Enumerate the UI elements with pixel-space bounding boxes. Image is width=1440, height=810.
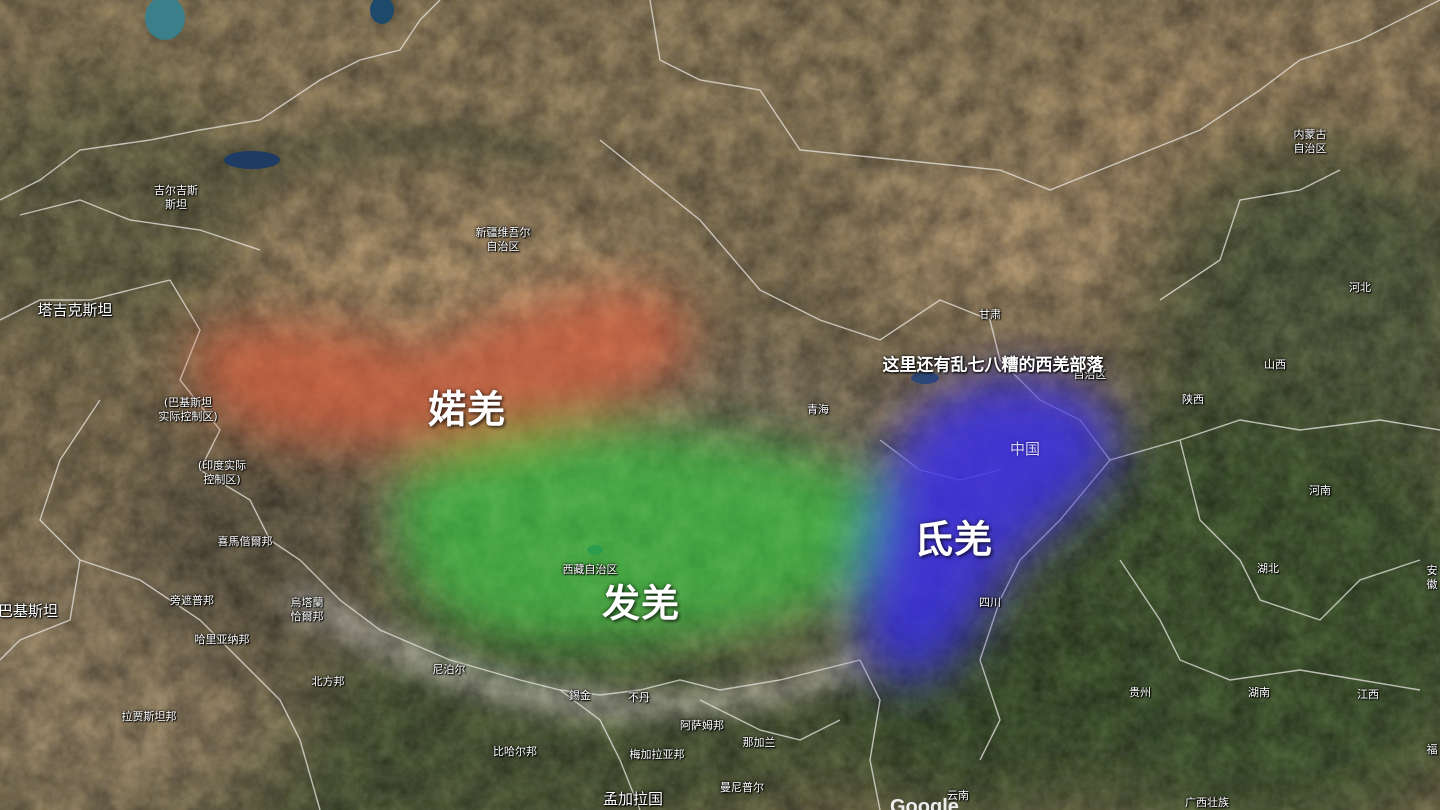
label-uttar-pradesh: 北方邦 <box>311 675 345 688</box>
label-shanxi: 山西 <box>1264 358 1286 371</box>
tribe-label-di-qiang: 氐羌 <box>914 517 994 562</box>
fa-qiang-region <box>396 426 886 644</box>
label-meghalaya: 梅加拉亚邦 <box>629 748 685 761</box>
label-bangladesh: 孟加拉国 <box>602 790 664 808</box>
western-qiang-note: 这里还有乱七八糟的西羌部落 <box>882 355 1104 376</box>
label-himachal: 喜馬偕爾邦 <box>217 535 273 548</box>
label-gansu: 甘肃 <box>979 308 1001 321</box>
label-bihar: 比哈尔邦 <box>493 745 537 758</box>
label-sichuan: 四川 <box>979 596 1001 609</box>
label-china: 中国 <box>1009 440 1041 458</box>
label-yunnan: 云南 <box>947 789 969 802</box>
label-inner-mongolia: 内蒙古 自治区 <box>1293 128 1327 155</box>
label-punjab: 旁遮普邦 <box>170 594 214 607</box>
google-logo: Google <box>890 796 959 810</box>
label-tibet: 西藏自治区 <box>562 563 618 576</box>
label-tajikistan: 塔吉克斯坦 <box>37 301 113 319</box>
label-nagaland: 那加兰 <box>742 736 776 749</box>
label-xinjiang: 新疆维吾尔 自治区 <box>475 226 531 253</box>
label-nepal: 尼泊尔 <box>432 663 466 676</box>
label-uttarakhand: 烏塔蘭 恰爾邦 <box>290 596 324 623</box>
label-pakistan-control: (巴基斯坦 实际控制区) <box>158 396 218 423</box>
label-jiangxi: 江西 <box>1357 688 1379 701</box>
label-anhui: 安徽 <box>1426 564 1438 591</box>
di-qiang-region <box>860 377 1117 682</box>
label-india-control: (印度实际 控制区) <box>197 459 247 486</box>
label-kyrgyzstan: 吉尔吉斯 斯坦 <box>154 184 198 211</box>
tribe-label-ruo-qiang: 婼羌 <box>427 387 507 432</box>
label-hubei: 湖北 <box>1257 562 1279 575</box>
label-henan: 河南 <box>1309 484 1331 497</box>
label-hebei: 河北 <box>1349 281 1371 294</box>
label-bhutan: 不丹 <box>628 691 650 704</box>
label-guizhou: 贵州 <box>1129 686 1151 699</box>
label-ningxia: 自治区 <box>1073 368 1107 381</box>
label-shaanxi: 陕西 <box>1182 393 1204 406</box>
label-assam: 阿萨姆邦 <box>680 719 724 732</box>
label-hunan: 湖南 <box>1248 686 1270 699</box>
label-haryana: 哈里亚纳邦 <box>194 633 250 646</box>
label-sikkim: 錫金 <box>569 689 591 702</box>
tribe-label-fa-qiang: 发羌 <box>601 581 681 626</box>
label-fujian: 福 <box>1426 743 1438 756</box>
ruo-qiang-region <box>190 289 692 447</box>
label-guangxi: 广西壮族 <box>1185 796 1229 809</box>
label-rajasthan: 拉贾斯坦邦 <box>121 710 177 723</box>
label-pakistan: 巴基斯坦 <box>0 602 59 620</box>
label-manipur: 曼尼普尔 <box>720 781 764 794</box>
label-qinghai: 青海 <box>807 403 829 416</box>
